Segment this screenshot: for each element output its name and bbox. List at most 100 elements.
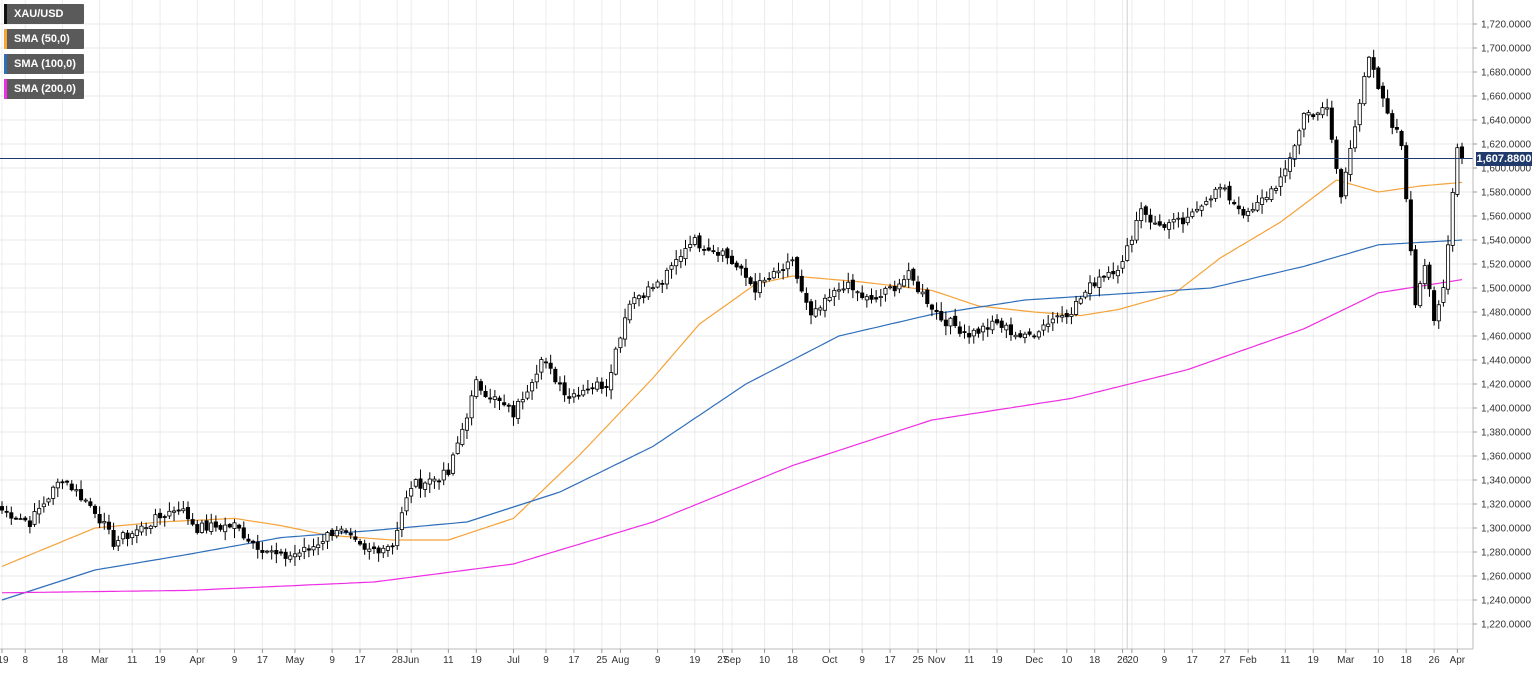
candle-up (1450, 192, 1455, 246)
x-tick-label: Aug (612, 655, 630, 666)
candle-layer (0, 49, 1473, 567)
candle-up (102, 521, 107, 524)
x-tick-label: 28 (392, 655, 404, 666)
candle-up (292, 553, 297, 558)
candle-down (599, 381, 604, 389)
x-tick-label: 17 (257, 655, 269, 666)
candle-down (1018, 333, 1023, 338)
candle-up (1171, 218, 1176, 223)
y-tick-label: 1,340.0000 (1481, 476, 1531, 487)
candle-down (1241, 208, 1246, 216)
x-tick-label: 18 (1089, 655, 1101, 666)
candle-down (251, 540, 256, 544)
candle-up (265, 550, 270, 553)
candle-up (46, 498, 51, 503)
candle-up (55, 481, 60, 489)
x-tick-label: 17 (885, 655, 897, 666)
candle-up (1106, 271, 1111, 278)
candle-down (88, 501, 93, 506)
candle-down (943, 319, 948, 327)
candle-up (1222, 187, 1227, 190)
legend-item[interactable]: SMA (200,0) (4, 79, 84, 99)
grid-layer (0, 0, 1473, 649)
candle-down (1111, 270, 1116, 275)
y-tick-label: 1,380.0000 (1481, 428, 1531, 439)
x-tick-label: 27 (1219, 655, 1231, 666)
candle-down (1371, 57, 1376, 70)
candle-down (488, 397, 493, 400)
x-tick-label: Mar (91, 655, 109, 666)
x-tick-label: 11 (443, 655, 454, 666)
candle-up (130, 533, 135, 539)
candle-up (720, 250, 725, 256)
candle-up (948, 317, 953, 327)
x-tick-label: 10 (1373, 655, 1385, 666)
legend-item[interactable]: SMA (50,0) (4, 29, 84, 49)
legend-label: SMA (100,0) (14, 58, 76, 70)
candle-up (139, 525, 144, 533)
legend-item[interactable]: SMA (100,0) (4, 54, 84, 74)
candle-up (432, 478, 437, 482)
candle-down (418, 478, 423, 489)
candle-down (190, 519, 195, 525)
candle-up (669, 265, 674, 270)
y-tick-label: 1,240.0000 (1481, 596, 1531, 607)
x-tick-label: 18 (57, 655, 69, 666)
candle-down (1394, 127, 1399, 130)
candle-up (1050, 318, 1055, 324)
candle-up (1134, 220, 1139, 241)
y-tick-label: 1,720.0000 (1481, 20, 1531, 31)
candle-down (557, 382, 562, 385)
candle-down (13, 517, 18, 520)
candle-up (1036, 331, 1041, 338)
candle-down (953, 315, 958, 327)
candle-up (1320, 107, 1325, 116)
candle-up (539, 359, 544, 373)
candle-down (1236, 205, 1241, 210)
candle-up (1120, 261, 1125, 269)
x-tick-label: '19 (0, 655, 9, 666)
candle-down (185, 507, 191, 520)
candle-up (1297, 130, 1302, 146)
x-tick-label: 19 (1308, 655, 1320, 666)
candle-down (92, 505, 98, 514)
candle-up (525, 391, 530, 399)
candle-down (641, 295, 646, 298)
candle-up (223, 524, 228, 533)
candle-down (353, 536, 358, 540)
candle-down (23, 517, 28, 521)
candle-up (920, 291, 925, 295)
candle-up (1287, 157, 1292, 172)
candle-up (902, 279, 907, 287)
legend-swatch (4, 54, 7, 74)
legend-item[interactable]: XAU/USD (4, 4, 84, 24)
candle-up (460, 428, 465, 445)
candle-down (1008, 324, 1014, 336)
x-tick-label: Apr (190, 655, 206, 666)
candle-down (702, 248, 707, 251)
candle-up (609, 372, 614, 391)
candle-up (288, 555, 293, 560)
candle-down (478, 381, 483, 391)
candle-down (1148, 214, 1153, 223)
candle-down (1334, 139, 1339, 169)
candle-up (678, 256, 683, 262)
candle-up (1264, 197, 1269, 201)
y-tick-label: 1,540.0000 (1481, 236, 1531, 247)
candle-down (348, 532, 353, 536)
candle-down (1399, 130, 1404, 147)
candle-down (65, 480, 70, 483)
candle-down (548, 362, 553, 369)
candle-down (604, 385, 609, 389)
candle-up (413, 479, 418, 487)
y-tick-label: 1,260.0000 (1481, 572, 1531, 583)
candle-down (446, 469, 451, 475)
x-tick-label: 19 (991, 655, 1003, 666)
candle-up (1204, 201, 1209, 205)
candle-up (1074, 300, 1079, 315)
x-tick-label: 17 (568, 655, 580, 666)
candle-up (134, 529, 139, 536)
x-tick-label: Jun (403, 655, 419, 666)
candle-down (9, 512, 14, 519)
